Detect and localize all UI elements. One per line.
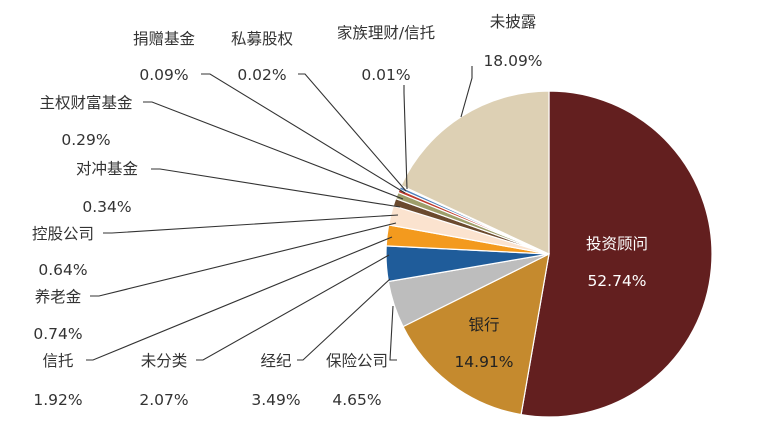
slice-labels: 投资顾问 52.74% 银行 14.91% 保险公司 4.65% 经纪 3.49% 未分类 2.0… (32, 13, 648, 409)
leader-line-13 (460, 66, 473, 118)
leader-line-7 (103, 214, 399, 234)
slice-label-value-6: 0.74% (33, 325, 82, 343)
slice-label-name-4: 未分类 (141, 352, 188, 370)
slice-label-value-8: 0.34% (82, 198, 131, 216)
leader-line-6 (90, 222, 397, 297)
slice-label-name-11: 私募股权 (231, 30, 293, 48)
slice-label-name-13: 未披露 (490, 13, 537, 31)
slice-label-name-10: 捐赠基金 (133, 30, 196, 48)
leader-lines (86, 66, 473, 361)
slice-label-name-9: 主权财富基金 (39, 94, 133, 112)
leader-line-11 (298, 73, 407, 192)
slice-label-name-1: 银行 (468, 316, 499, 334)
leader-line-2 (389, 305, 397, 361)
slice-1 (402, 252, 550, 416)
leader-line-12 (403, 85, 408, 190)
slice-label-name-5: 信托 (42, 352, 73, 370)
slice-label-name-7: 控股公司 (32, 225, 94, 243)
slice-label-value-5: 1.92% (33, 391, 82, 409)
pie-slices (385, 90, 713, 418)
slice-label-value-1: 14.91% (454, 353, 513, 371)
slice-label-value-4: 2.07% (139, 391, 188, 409)
leader-line-3 (297, 278, 391, 361)
slice-label-value-7: 0.64% (38, 261, 87, 279)
slice-label-value-0: 52.74% (587, 272, 646, 290)
slice-label-value-12: 0.01% (361, 66, 410, 84)
slice-label-name-0: 投资顾问 (586, 235, 648, 253)
leader-line-4 (196, 254, 390, 361)
slice-label-name-6: 养老金 (35, 288, 82, 306)
slice-label-value-11: 0.02% (237, 66, 286, 84)
slice-label-value-9: 0.29% (61, 131, 110, 149)
leader-line-10 (201, 73, 406, 194)
slice-label-name-3: 经纪 (260, 352, 291, 370)
leader-line-8 (151, 168, 401, 208)
slice-label-value-2: 4.65% (332, 391, 381, 409)
slice-label-name-12: 家族理财/信托 (337, 24, 435, 42)
slice-0 (520, 90, 713, 418)
slice-label-name-2: 保险公司 (326, 352, 388, 370)
leader-line-5 (86, 236, 393, 361)
slice-label-value-3: 3.49% (251, 391, 300, 409)
leader-line-9 (143, 101, 404, 200)
slice-label-value-10: 0.09% (139, 66, 188, 84)
slice-label-value-13: 18.09% (483, 52, 542, 70)
slice-label-name-8: 对冲基金 (76, 160, 139, 178)
